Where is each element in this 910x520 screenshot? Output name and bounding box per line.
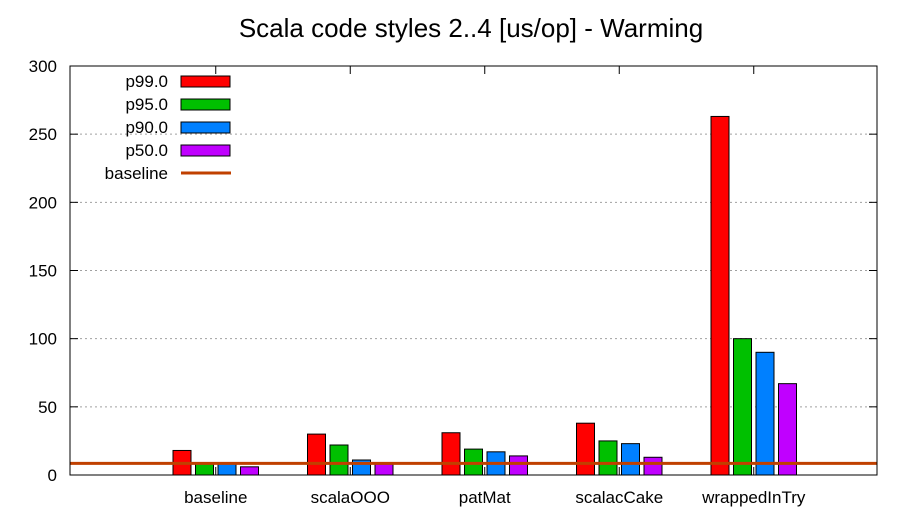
- legend-swatch-p95-0: [180, 98, 231, 111]
- bar-patMat-p50-0: [509, 455, 528, 476]
- legend: p99.0 p95.0 p90.0 p50.0 baseline: [105, 72, 231, 183]
- plot-frame: [69, 65, 878, 476]
- bar-scalacCake-p99-0: [576, 422, 595, 476]
- legend-label: p90.0: [125, 118, 168, 137]
- x-axis-ticks: baseline scalaOOO patMat scalacCake wrappedI…: [184, 66, 806, 507]
- legend-swatch-p90-0: [180, 121, 231, 134]
- bar-wrappedInTry-p90-0: [755, 351, 775, 476]
- ytick-label: 200: [29, 193, 57, 212]
- y-axis-ticks: 0 50 100 150 200 250 300: [29, 57, 877, 485]
- bar-scalaOOO-p95-0: [329, 444, 349, 476]
- bar-scalacCake-p90-0: [621, 443, 640, 476]
- ytick-label: 150: [29, 262, 57, 281]
- bar-wrappedInTry-p50-0: [778, 383, 797, 476]
- legend-label: baseline: [105, 164, 168, 183]
- ytick-label: 0: [48, 466, 57, 485]
- chart-title: Scala code styles 2..4 [us/op] - Warming: [239, 13, 703, 43]
- legend-label: p50.0: [125, 141, 168, 160]
- xtick-label: scalaOOO: [311, 488, 390, 507]
- bar-wrappedInTry-p95-0: [733, 338, 752, 476]
- xtick-label: scalacCake: [575, 488, 663, 507]
- bar-scalacCake-p50-0: [643, 456, 663, 476]
- bars: [172, 115, 797, 476]
- bar-scalaOOO-p99-0: [307, 433, 326, 476]
- legend-label: p99.0: [125, 72, 168, 91]
- bar-wrappedInTry-p99-0: [710, 115, 730, 476]
- bar-patMat-p99-0: [441, 432, 461, 476]
- xtick-label: baseline: [184, 488, 247, 507]
- bar-scalaOOO-p50-0: [374, 463, 394, 476]
- xtick-label: patMat: [459, 488, 511, 507]
- legend-label: p95.0: [125, 95, 168, 114]
- bar-baseline-p50-0: [240, 466, 259, 476]
- bar-scalacCake-p95-0: [598, 440, 618, 476]
- xtick-label: wrappedInTry: [701, 488, 806, 507]
- ytick-label: 300: [29, 57, 57, 76]
- ytick-label: 50: [38, 398, 57, 417]
- legend-swatch-p99-0: [180, 75, 231, 88]
- legend-swatch-p50-0: [180, 144, 231, 157]
- ytick-label: 250: [29, 125, 57, 144]
- ytick-label: 100: [29, 330, 57, 349]
